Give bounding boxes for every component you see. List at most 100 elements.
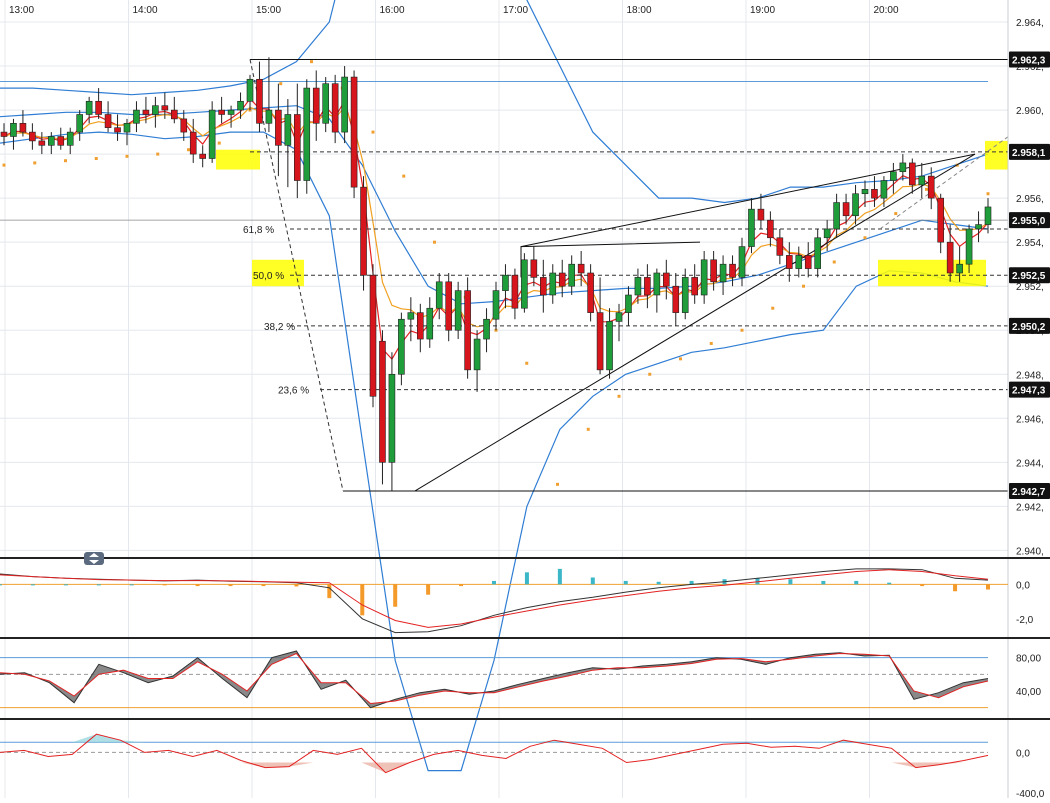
candle bbox=[729, 263, 736, 278]
stoch-fill bbox=[0, 651, 988, 708]
candle bbox=[521, 259, 528, 309]
candle bbox=[199, 153, 206, 159]
sar-dot bbox=[740, 328, 744, 332]
candle bbox=[691, 277, 698, 296]
macd-line bbox=[0, 568, 989, 634]
candle bbox=[341, 76, 348, 133]
sar-dot bbox=[679, 357, 682, 361]
candle bbox=[133, 109, 140, 124]
candle bbox=[10, 122, 17, 137]
highlight-marker bbox=[252, 259, 304, 287]
y-tick-label: 2.964, bbox=[1016, 18, 1044, 29]
price-tag-label: 2.947,3 bbox=[1012, 386, 1046, 397]
candle bbox=[294, 114, 301, 181]
candle bbox=[48, 136, 55, 146]
candle bbox=[644, 277, 651, 296]
macd-histogram-bar bbox=[986, 584, 990, 590]
x-tick-label: 20:00 bbox=[874, 5, 899, 16]
sar-dot bbox=[33, 161, 37, 165]
sar-dot bbox=[894, 212, 898, 216]
candle bbox=[57, 136, 65, 146]
resize-arrows-icon bbox=[89, 553, 99, 564]
macd-histogram-bar bbox=[854, 580, 859, 585]
wedge-lower-line bbox=[414, 153, 976, 492]
candle bbox=[208, 109, 216, 159]
y-tick-label: 2.948, bbox=[1016, 370, 1044, 381]
candle bbox=[114, 127, 121, 133]
candle bbox=[331, 83, 339, 133]
price-axis[interactable]: 2.964,2.962,2.960,2.958,2.956,2.954,2.95… bbox=[1007, 0, 1050, 798]
x-tick-label: 14:00 bbox=[133, 5, 158, 16]
candle bbox=[29, 131, 36, 142]
candle bbox=[303, 87, 311, 181]
macd-histogram-bar bbox=[0, 584, 2, 586]
panel-resize-handle bbox=[84, 552, 104, 565]
candle bbox=[927, 175, 935, 199]
panel-separators[interactable] bbox=[0, 552, 1050, 720]
candle bbox=[265, 109, 273, 124]
cci-fill-positive bbox=[554, 740, 579, 743]
macd-histogram-bar bbox=[590, 577, 595, 585]
macd-panel[interactable]: 0,0 -2,0 bbox=[0, 568, 1034, 634]
candle bbox=[180, 118, 188, 133]
highlight-marker bbox=[985, 140, 1010, 170]
y-tick-label: 2.946, bbox=[1016, 414, 1044, 425]
candle bbox=[379, 340, 386, 463]
candle bbox=[625, 294, 632, 313]
macd-histogram-bar bbox=[294, 584, 299, 587]
sar-dot bbox=[709, 341, 713, 345]
macd-histogram-bar bbox=[129, 584, 134, 586]
price-tag-box bbox=[1009, 482, 1050, 499]
candle bbox=[246, 78, 254, 102]
macd-signal-line bbox=[0, 569, 989, 628]
macd-histogram-bar bbox=[459, 584, 464, 587]
candle bbox=[549, 272, 557, 296]
candle bbox=[880, 180, 888, 199]
candle bbox=[710, 259, 717, 283]
candle bbox=[19, 122, 27, 133]
cci-tick-label: -400,0 bbox=[1016, 789, 1045, 798]
candle bbox=[398, 318, 405, 375]
candle bbox=[171, 109, 178, 120]
candle bbox=[946, 241, 954, 274]
stoch-tick-label: 80,00 bbox=[1016, 654, 1041, 665]
drawing-tools[interactable] bbox=[0, 58, 1046, 492]
sar-dot bbox=[771, 306, 775, 310]
sar-dot bbox=[802, 284, 805, 288]
fib-label: 38,2 % bbox=[264, 322, 295, 333]
fib-label: 23,6 % bbox=[278, 386, 309, 397]
candle bbox=[965, 228, 973, 265]
candle bbox=[587, 272, 594, 313]
y-tick-label: 2.962, bbox=[1016, 62, 1044, 73]
fib-labels: 61,8 % 50,0 % 38,2 % 23,6 % bbox=[243, 225, 309, 397]
sar-dot bbox=[832, 260, 836, 264]
y-tick-label: 2.944, bbox=[1016, 458, 1044, 469]
x-tick-label: 15:00 bbox=[256, 5, 281, 16]
macd-histogram-bar bbox=[30, 584, 35, 586]
stochastic-panel[interactable]: 80,00 40,00 bbox=[0, 650, 1041, 709]
y-tick-label: 2.954, bbox=[1016, 238, 1044, 249]
candle bbox=[284, 114, 292, 146]
price-tag-box bbox=[1009, 143, 1050, 160]
channel-box bbox=[520, 241, 701, 278]
sar-dot bbox=[187, 148, 190, 152]
candle bbox=[890, 171, 897, 181]
price-tag-label: 2.952,5 bbox=[1012, 271, 1046, 282]
candle bbox=[237, 100, 244, 111]
macd-tick-label: 0,0 bbox=[1016, 580, 1030, 591]
candle bbox=[312, 87, 320, 124]
candlesticks[interactable] bbox=[0, 57, 992, 491]
sar-dot bbox=[617, 394, 621, 398]
macd-histogram-bar bbox=[393, 584, 398, 607]
macd-histogram-bar bbox=[656, 581, 661, 585]
candle bbox=[663, 272, 670, 287]
sar-dot bbox=[310, 60, 313, 64]
candle bbox=[350, 76, 358, 188]
candle bbox=[700, 259, 708, 296]
macd-histogram-bar bbox=[426, 584, 431, 595]
candle bbox=[899, 162, 907, 173]
candle bbox=[0, 131, 8, 137]
cci-panel[interactable]: 0,0 -400,0 bbox=[0, 733, 1045, 800]
